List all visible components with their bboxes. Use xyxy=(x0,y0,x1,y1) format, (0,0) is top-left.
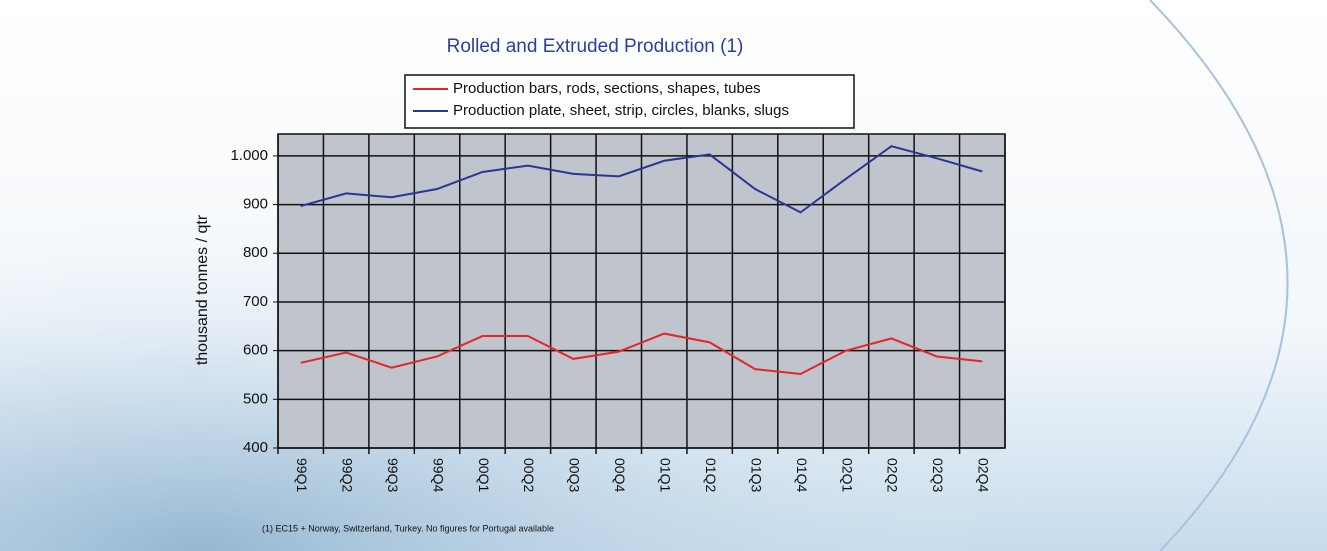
chart-title: Rolled and Extruded Production (1) xyxy=(447,36,744,57)
x-tick-label: 01Q1 xyxy=(658,458,674,492)
x-tick-label: 99Q2 xyxy=(339,458,355,492)
y-tick-label: 900 xyxy=(243,196,268,213)
x-tick-label: 01Q2 xyxy=(703,458,719,492)
x-tick-label: 99Q1 xyxy=(294,458,310,492)
x-tick-label: 99Q3 xyxy=(385,458,401,492)
x-tick-label: 00Q4 xyxy=(612,458,628,492)
x-tick-label: 00Q3 xyxy=(567,458,583,492)
x-tick-label: 02Q4 xyxy=(976,458,992,492)
x-tick-label: 00Q1 xyxy=(476,458,492,492)
y-tick-label: 400 xyxy=(243,439,268,456)
y-tick-label: 1.000 xyxy=(230,147,268,164)
y-tick-label: 800 xyxy=(243,244,268,261)
x-tick-label: 01Q3 xyxy=(748,458,764,492)
footnote: (1) EC15 + Norway, Switzerland, Turkey. … xyxy=(262,523,554,533)
y-axis-label: thousand tonnes / qtr xyxy=(194,214,211,365)
slide: Rolled and Extruded Production (1) thous… xyxy=(0,0,1327,551)
x-tick-label: 02Q2 xyxy=(885,458,901,492)
y-tick-label: 500 xyxy=(243,390,268,407)
x-tick-label: 01Q4 xyxy=(794,458,810,492)
legend-label: Production plate, sheet, strip, circles,… xyxy=(453,102,789,119)
x-tick-label: 00Q2 xyxy=(521,458,537,492)
x-tick-label: 99Q4 xyxy=(430,458,446,492)
x-tick-label: 02Q1 xyxy=(839,458,855,492)
y-tick-label: 700 xyxy=(243,293,268,310)
legend-label: Production bars, rods, sections, shapes,… xyxy=(453,80,761,97)
y-tick-label: 600 xyxy=(243,342,268,359)
x-tick-label: 02Q3 xyxy=(930,458,946,492)
